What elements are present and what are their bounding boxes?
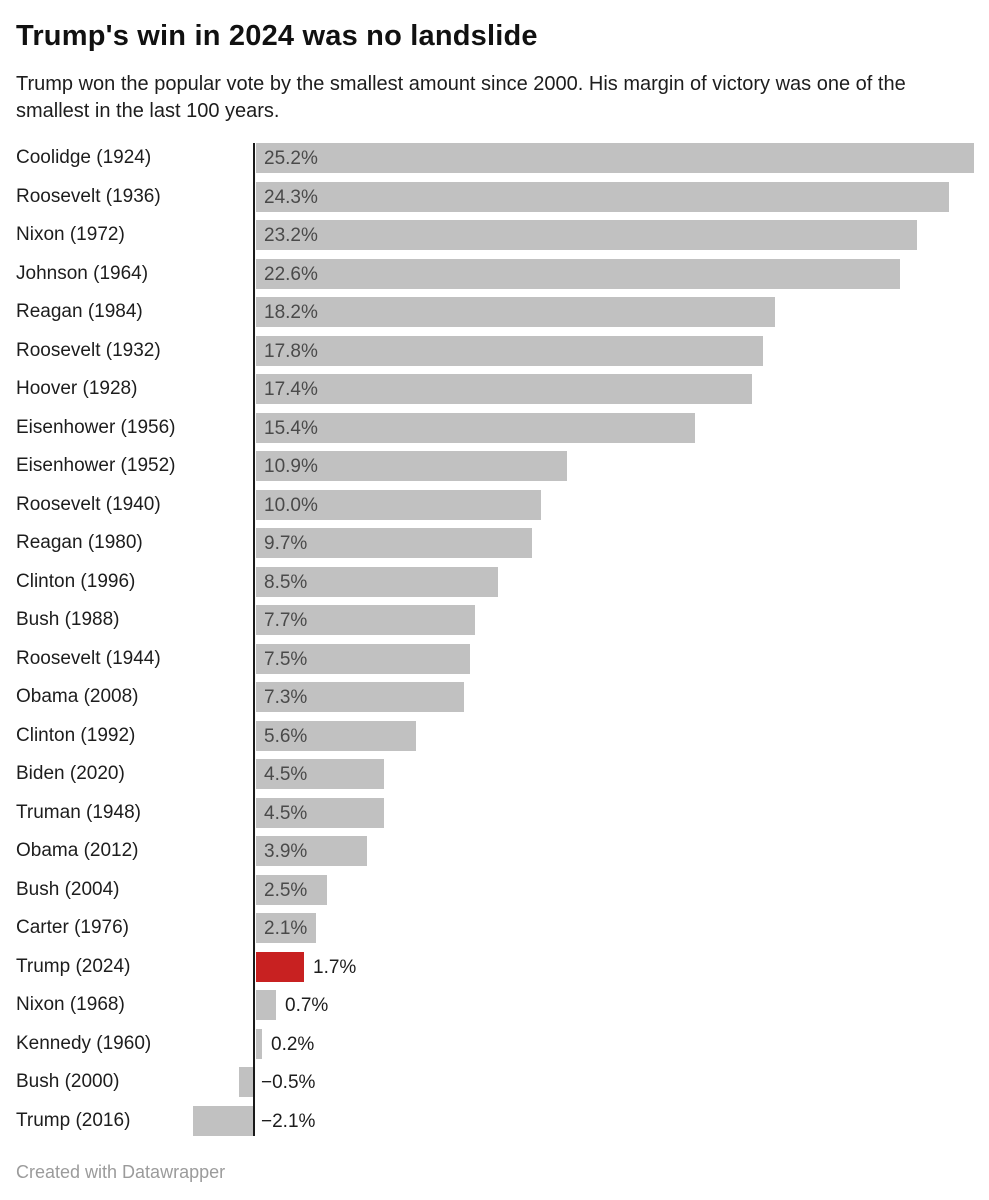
bar <box>256 875 327 905</box>
value-label: 3.9% <box>264 841 308 862</box>
value-label: 8.5% <box>264 572 308 593</box>
bar <box>256 374 752 404</box>
bar <box>256 721 416 751</box>
bar <box>256 567 498 597</box>
chart-header: Trump's win in 2024 was no landslide Tru… <box>0 0 989 125</box>
bar <box>256 798 384 828</box>
bar <box>256 490 541 520</box>
page-title: Trump's win in 2024 was no landslide <box>16 20 538 52</box>
bar-chart: Coolidge (1924) 25.2% Roosevelt (1936) 24.3… <box>0 143 989 1136</box>
category-label: Obama (2012) <box>16 840 139 861</box>
value-label: 25.2% <box>264 148 318 169</box>
category-label: Bush (2004) <box>16 879 120 900</box>
value-label: 4.5% <box>264 803 308 824</box>
bar <box>256 182 949 212</box>
value-label: 10.0% <box>264 495 318 516</box>
category-label: Clinton (1996) <box>16 571 136 592</box>
bar <box>256 220 917 250</box>
value-label: 7.7% <box>264 610 308 631</box>
value-label: 0.2% <box>271 1034 315 1055</box>
category-label: Kennedy (1960) <box>16 1033 152 1054</box>
category-label: Trump (2024) <box>16 956 131 977</box>
category-label: Bush (2000) <box>16 1071 120 1092</box>
category-label: Reagan (1980) <box>16 532 143 553</box>
bar <box>256 836 367 866</box>
category-label: Trump (2016) <box>16 1110 131 1131</box>
bar <box>256 682 464 712</box>
baseline-axis <box>253 143 255 1136</box>
bar <box>256 1029 262 1059</box>
bar <box>256 451 567 481</box>
bar <box>256 336 763 366</box>
category-label: Coolidge (1924) <box>16 147 152 168</box>
category-label: Nixon (1968) <box>16 994 125 1015</box>
value-label: 2.5% <box>264 880 308 901</box>
category-label: Reagan (1984) <box>16 301 143 322</box>
value-label: 15.4% <box>264 418 318 439</box>
value-label: 23.2% <box>264 225 318 246</box>
category-label: Carter (1976) <box>16 917 129 938</box>
bar <box>256 759 384 789</box>
bar <box>256 644 470 674</box>
chart-subtitle: Trump won the popular vote by the smalle… <box>16 73 906 122</box>
value-label: −0.5% <box>261 1072 316 1093</box>
category-label: Roosevelt (1936) <box>16 186 161 207</box>
value-label: 4.5% <box>264 764 308 785</box>
value-label: 17.8% <box>264 341 318 362</box>
value-label: 1.7% <box>313 957 357 978</box>
value-label: 18.2% <box>264 302 318 323</box>
category-label: Bush (1988) <box>16 609 120 630</box>
value-label: 17.4% <box>264 379 318 400</box>
bar <box>256 528 532 558</box>
value-label: 5.6% <box>264 726 308 747</box>
category-label: Eisenhower (1956) <box>16 417 176 438</box>
attribution-text: Created with Datawrapper <box>16 1162 226 1182</box>
bar <box>239 1067 253 1097</box>
category-label: Eisenhower (1952) <box>16 455 176 476</box>
value-label: 2.1% <box>264 918 308 939</box>
category-label: Roosevelt (1940) <box>16 494 161 515</box>
value-label: 10.9% <box>264 456 318 477</box>
value-label: 24.3% <box>264 187 318 208</box>
value-label: 0.7% <box>285 995 329 1016</box>
bar <box>256 605 475 635</box>
value-label: 7.5% <box>264 649 308 670</box>
category-label: Hoover (1928) <box>16 378 138 399</box>
category-label: Nixon (1972) <box>16 224 125 245</box>
bar <box>256 913 316 943</box>
value-label: 7.3% <box>264 687 308 708</box>
bar <box>256 990 276 1020</box>
bar <box>256 143 974 173</box>
category-label: Johnson (1964) <box>16 263 149 284</box>
bar <box>256 297 775 327</box>
bar <box>256 259 900 289</box>
category-label: Obama (2008) <box>16 686 139 707</box>
category-label: Roosevelt (1944) <box>16 648 161 669</box>
bar <box>256 413 695 443</box>
category-label: Truman (1948) <box>16 802 141 823</box>
bar <box>193 1106 253 1136</box>
category-label: Clinton (1992) <box>16 725 136 746</box>
bar-highlight <box>256 952 304 982</box>
value-label: −2.1% <box>261 1111 316 1132</box>
category-label: Roosevelt (1932) <box>16 340 161 361</box>
category-label: Biden (2020) <box>16 763 125 784</box>
value-label: 9.7% <box>264 533 308 554</box>
value-label: 22.6% <box>264 264 318 285</box>
